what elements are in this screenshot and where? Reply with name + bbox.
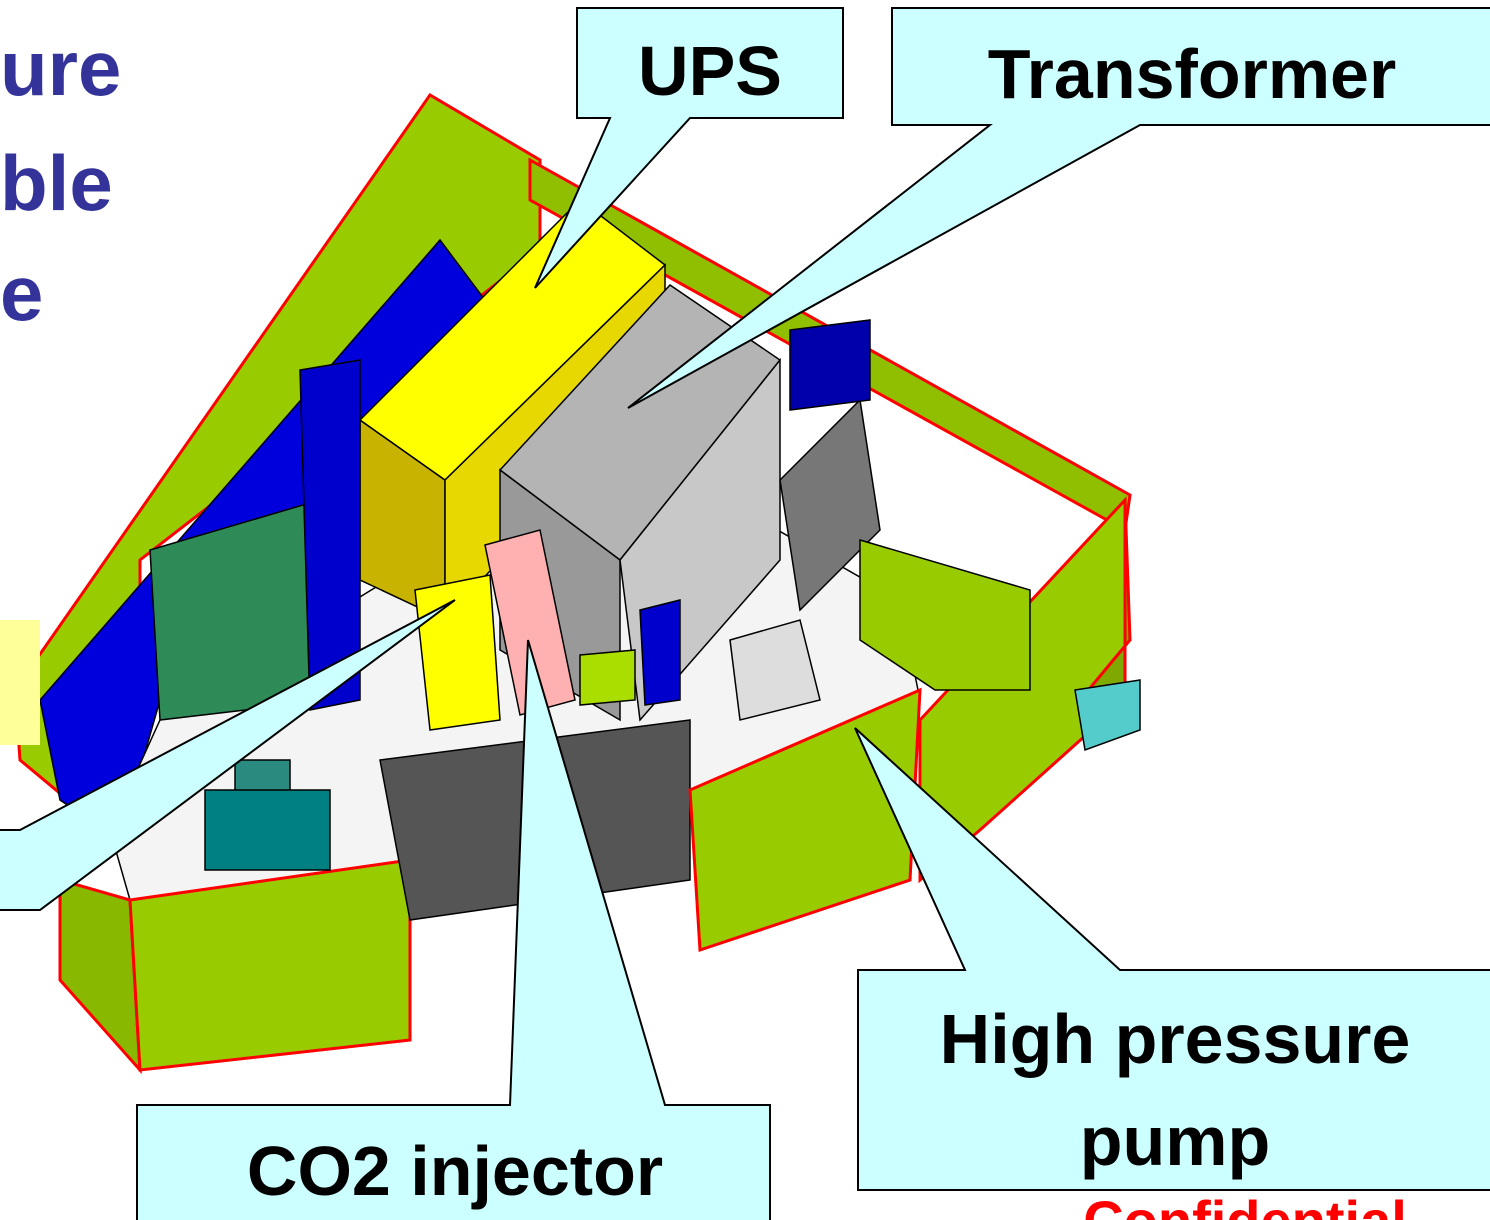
drawing-base: [1075, 680, 1140, 750]
drawing-base: [205, 790, 330, 870]
callout-label: pump: [1080, 1102, 1271, 1180]
slide: ure ble e UPS Transformer High pressure …: [0, 0, 1490, 1220]
title-fragment: e: [0, 249, 43, 337]
drawing-box: [640, 600, 680, 705]
callout-label: UPS: [638, 32, 782, 110]
callout-label: High pressure: [940, 1000, 1411, 1078]
title-fragment: ure: [0, 24, 121, 112]
drawing-box: [415, 575, 500, 730]
drawing-box: [580, 650, 635, 705]
callout-label: Transformer: [988, 35, 1396, 113]
highlight-fragment: [0, 620, 40, 745]
drawing-box: [790, 320, 870, 410]
page: ure ble e UPS Transformer High pressure …: [0, 0, 1490, 1220]
callout-label: CO2 injector: [247, 1132, 663, 1210]
drawing-wall: [60, 880, 140, 1070]
confidential-label: Confidential: [1083, 1189, 1407, 1220]
title-fragment: ble: [0, 139, 113, 227]
